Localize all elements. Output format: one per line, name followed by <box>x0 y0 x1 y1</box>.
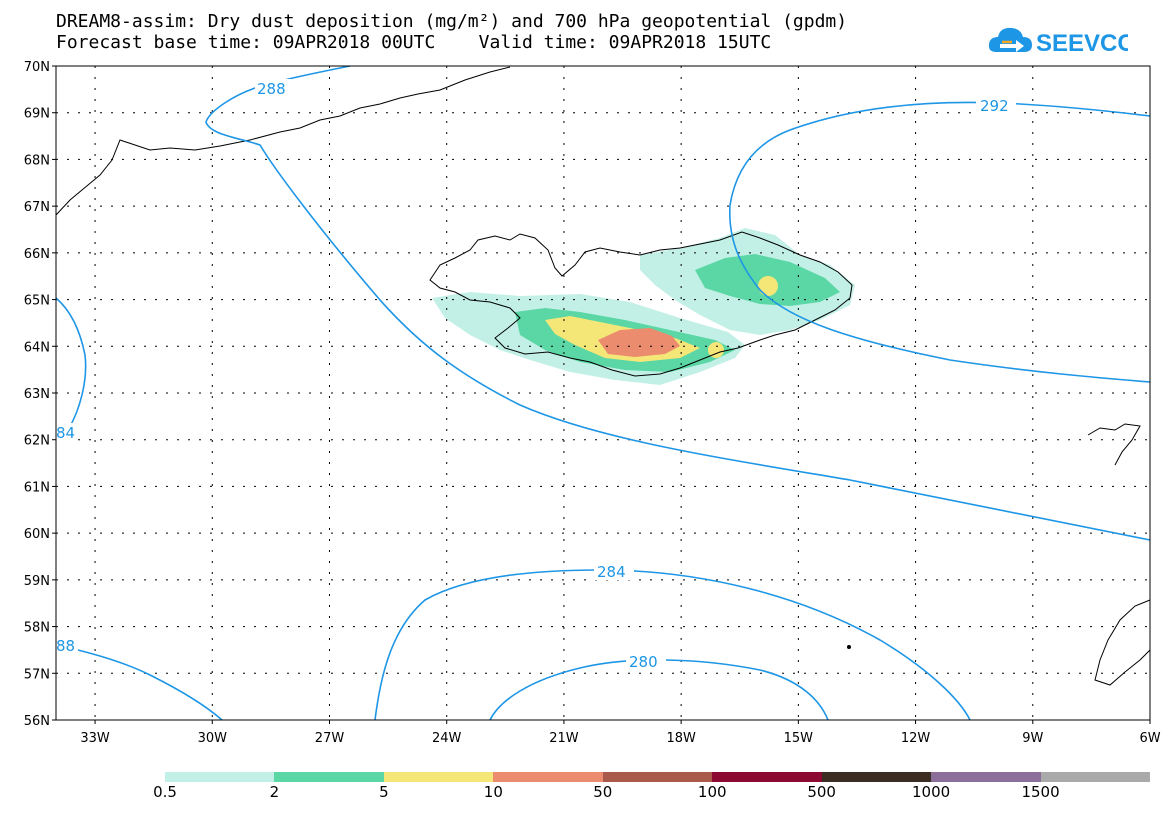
lat-label: 66N <box>24 247 50 262</box>
lat-label: 59N <box>24 574 50 589</box>
colorbar-swatch <box>1040 772 1150 782</box>
lat-label: 57N <box>24 667 50 682</box>
contour-label-284: 284 <box>597 563 626 581</box>
rockall-island <box>847 645 851 649</box>
colorbar-swatch <box>274 772 384 782</box>
lon-label: 9W <box>1022 731 1043 746</box>
contour-label-288: 288 <box>257 80 286 98</box>
lon-label: 24W <box>432 731 462 746</box>
lat-label: 67N <box>24 200 50 215</box>
lon-label: 33W <box>80 731 110 746</box>
lon-label: 18W <box>666 731 696 746</box>
colorbar-swatch <box>712 772 822 782</box>
colorbar-swatch <box>602 772 713 782</box>
dust-level-10-west <box>598 328 680 357</box>
dust-level-5-spot-b <box>758 276 778 296</box>
map-subtitle: Forecast base time: 09APR2018 00UTC Vali… <box>56 32 772 53</box>
colorbar-label: 100 <box>697 783 727 801</box>
graticule <box>56 66 1150 720</box>
colorbar-label: 2 <box>269 783 280 801</box>
colorbar-swatch <box>821 772 932 782</box>
colorbar <box>165 772 1150 782</box>
lat-label: 58N <box>24 621 50 636</box>
dust-level-5-spot-a <box>708 342 724 358</box>
lat-label: 64N <box>24 340 50 355</box>
colorbar-swatch <box>931 772 1041 782</box>
colorbar-label: 1000 <box>912 783 951 801</box>
contour-labels: 288 292 84 284 280 88 <box>56 79 1016 671</box>
lon-label: 27W <box>315 731 345 746</box>
lat-label: 63N <box>24 387 50 402</box>
lon-label: 6W <box>1139 731 1160 746</box>
lon-label: 12W <box>901 731 931 746</box>
colorbar-swatch <box>383 772 494 782</box>
dust-shading <box>432 228 855 385</box>
lat-label: 70N <box>24 60 50 75</box>
coastlines <box>55 66 1151 686</box>
map-canvas: 288 292 84 284 280 88 70N 69N 68N 67N 66N 65N… <box>24 60 1161 746</box>
greenland-coastline <box>55 66 511 216</box>
lon-label: 30W <box>198 731 228 746</box>
colorbar-label: 10 <box>483 783 503 801</box>
lon-label: 21W <box>549 731 579 746</box>
colorbar-swatch <box>493 772 603 782</box>
lat-label: 56N <box>24 714 50 729</box>
lat-label: 62N <box>24 434 50 449</box>
lat-label: 68N <box>24 153 50 168</box>
faroe-islands-coastline <box>1087 423 1141 466</box>
longitude-labels: 33W 30W 27W 24W 21W 18W 15W 12W 9W 6W <box>80 720 1161 746</box>
colorbar-label: 5 <box>379 783 389 801</box>
geopotential-contours <box>55 65 1151 721</box>
contour-84 <box>55 297 87 441</box>
lat-label: 60N <box>24 527 50 542</box>
lat-label: 65N <box>24 294 50 309</box>
iceland-coastline <box>429 231 853 377</box>
scotland-coastline <box>1094 599 1151 686</box>
colorbar-label: 0.5 <box>153 783 177 801</box>
lat-label: 69N <box>24 107 50 122</box>
contour-label-88: 88 <box>56 637 75 655</box>
contour-label-292: 292 <box>980 97 1009 115</box>
contour-284 <box>374 569 971 721</box>
colorbar-label: 500 <box>807 783 836 801</box>
map-frame <box>55 65 1151 721</box>
lon-label: 15W <box>784 731 814 746</box>
contour-88 <box>55 644 223 721</box>
contour-label-280: 280 <box>629 653 658 671</box>
contour-label-84: 84 <box>56 424 75 442</box>
colorbar-label: 50 <box>593 783 613 801</box>
latitude-labels: 70N 69N 68N 67N 66N 65N 64N 63N 62N 61N 60N 59N 58N 5… <box>24 60 56 729</box>
lat-label: 61N <box>24 480 50 495</box>
colorbar-label: 1500 <box>1021 783 1060 801</box>
map-title: DREAM8-assim: Dry dust deposition (mg/m²… <box>56 11 848 32</box>
colorbar-swatch <box>165 772 275 782</box>
contour-288-north <box>205 65 1151 541</box>
contour-292 <box>729 101 1151 383</box>
